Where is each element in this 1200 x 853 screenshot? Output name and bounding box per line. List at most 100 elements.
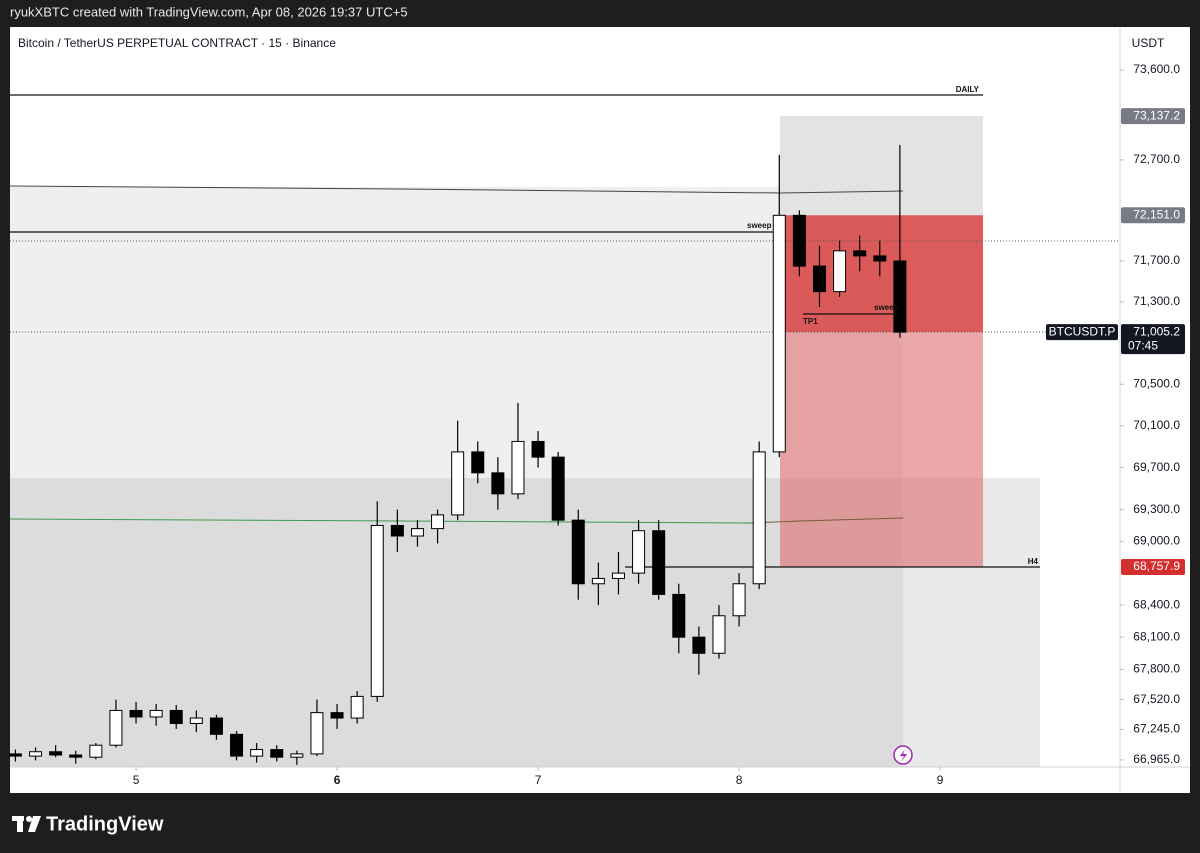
candle-body	[230, 733, 244, 757]
x-tick-label: 6	[334, 773, 341, 787]
price-label-text: 68,757.9	[1133, 559, 1180, 573]
candle-body	[471, 451, 485, 474]
logo: TradingView	[12, 813, 164, 835]
candle-body	[451, 451, 465, 516]
position-zone	[780, 332, 983, 567]
candle-body	[792, 214, 806, 267]
candle-body	[370, 524, 384, 697]
price-label	[1121, 207, 1185, 224]
candle-body	[189, 717, 203, 724]
annotation: sweep	[747, 221, 772, 230]
candle-body	[712, 615, 726, 654]
candles	[8, 144, 907, 765]
candle-body	[109, 709, 123, 746]
candle-body	[853, 250, 867, 257]
candle-body	[89, 744, 103, 758]
y-tick-label: 66,965.0	[1133, 752, 1180, 766]
price-label-text: 72,151.0	[1133, 207, 1180, 221]
y-tick-label: 68,100.0	[1133, 629, 1180, 643]
price-axis	[1120, 27, 1190, 793]
candle-body	[310, 712, 324, 755]
alert-icon	[900, 749, 907, 762]
logo-mark	[26, 816, 32, 822]
y-tick-label: 73,600.0	[1133, 62, 1180, 76]
candle-body	[632, 530, 646, 574]
moving-average	[9, 185, 904, 194]
candle-body	[169, 709, 183, 724]
axis-unit: USDT	[1132, 36, 1165, 50]
candle-body	[431, 514, 445, 530]
candle-body	[571, 519, 585, 585]
candle-body	[149, 709, 163, 718]
candle-body	[611, 572, 625, 579]
candle-body	[390, 524, 404, 537]
candle-body	[551, 456, 565, 521]
candle-body	[772, 214, 786, 453]
candle-body	[511, 440, 525, 495]
y-tick-label: 67,800.0	[1133, 662, 1180, 676]
candle-body	[8, 753, 22, 757]
price-label	[1121, 558, 1185, 575]
annotation: TP1	[803, 317, 818, 326]
candle-body	[330, 712, 344, 719]
position-zone	[780, 116, 983, 216]
y-tick-label: 69,000.0	[1133, 533, 1180, 547]
candle-body	[69, 754, 83, 758]
y-tick-label: 72,700.0	[1133, 152, 1180, 166]
y-tick-label: 69,700.0	[1133, 460, 1180, 474]
symbol-label-text: BTCUSDT.P	[1049, 324, 1116, 338]
annotation: DAILY	[956, 85, 980, 94]
y-tick-label: 70,100.0	[1133, 418, 1180, 432]
candle-body	[692, 636, 706, 654]
price-label	[1121, 324, 1185, 355]
y-tick-label: 70,500.0	[1133, 376, 1180, 390]
candle-body	[270, 749, 284, 758]
y-tick-label: 67,520.0	[1133, 692, 1180, 706]
candle-body	[209, 717, 223, 735]
price-label	[1121, 108, 1185, 125]
candle-body	[812, 265, 826, 293]
x-tick-label: 8	[736, 773, 743, 787]
candle-body	[410, 528, 424, 537]
y-tick-label: 69,300.0	[1133, 502, 1180, 516]
candle-body	[250, 749, 264, 757]
y-tick-label: 71,700.0	[1133, 253, 1180, 267]
position-zones	[780, 116, 983, 567]
candle-body	[672, 593, 686, 638]
candle-body	[893, 260, 907, 333]
axis-labels: 73,600.0 72,700.0 71,700.0 71,300.0 70,500.0…	[133, 62, 1185, 787]
logo-mark	[28, 816, 41, 832]
candle-body	[49, 751, 63, 756]
annotation: sweep	[874, 303, 899, 312]
candle-body	[290, 753, 304, 758]
y-tick-label: 67,245.0	[1133, 722, 1180, 736]
candle-body	[833, 250, 847, 293]
countdown: 07:45	[1128, 338, 1158, 352]
candle-body	[29, 751, 43, 757]
y-tick-label: 68,400.0	[1133, 597, 1180, 611]
logo-mark	[17, 816, 23, 832]
price-label-text: 71,005.2	[1133, 324, 1180, 338]
logo-text: TradingView	[46, 813, 164, 835]
symbol-label	[1046, 324, 1118, 341]
x-tick-label: 9	[937, 773, 944, 787]
x-tick-label: 7	[535, 773, 542, 787]
header: ryukXBTC created with TradingView.com, A…	[10, 4, 408, 19]
candle-body	[752, 451, 766, 585]
x-tick-label: 5	[133, 773, 140, 787]
price-label-text: 73,137.2	[1133, 108, 1180, 122]
candle-body	[350, 695, 364, 719]
chart-title: Bitcoin / TetherUS PERPETUAL CONTRACT · …	[18, 36, 336, 50]
moving-average	[749, 517, 904, 524]
candle-body	[652, 530, 666, 595]
candle-body	[531, 440, 545, 458]
y-tick-label: 71,300.0	[1133, 294, 1180, 308]
candle-body	[873, 255, 887, 262]
candle-body	[591, 577, 605, 585]
moving-average	[9, 518, 751, 524]
annotation: H4	[1028, 557, 1039, 566]
candle-body	[732, 583, 746, 617]
candle-body	[129, 709, 143, 718]
